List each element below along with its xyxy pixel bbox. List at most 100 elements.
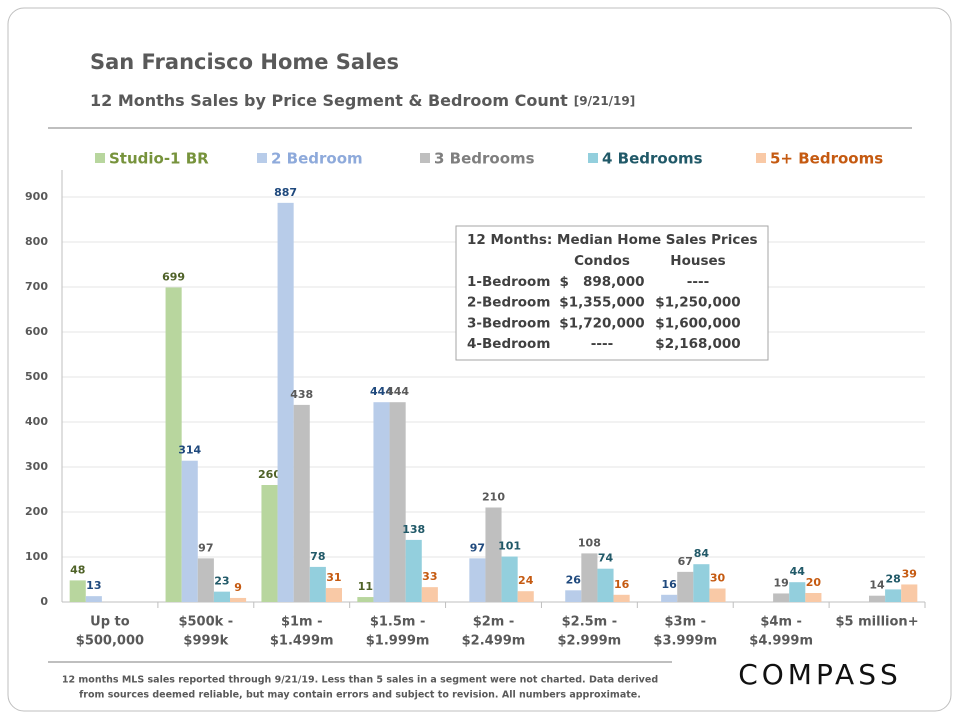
bar	[261, 485, 278, 602]
legend-swatch	[95, 153, 105, 163]
data-label: 438	[290, 388, 313, 401]
data-label: 101	[498, 540, 521, 553]
x-tick-label: $500k -	[178, 615, 233, 630]
bar	[293, 404, 310, 602]
data-label: 11	[358, 580, 373, 593]
data-label: 20	[806, 576, 822, 589]
bar	[405, 539, 422, 602]
legend-swatch	[756, 153, 766, 163]
legend-swatch	[420, 153, 430, 163]
table-row-label: 1-Bedroom	[467, 274, 550, 290]
bar	[165, 287, 182, 602]
x-tick-label: $500,000	[76, 634, 144, 649]
bar	[901, 584, 918, 602]
table-column-header: Condos	[574, 253, 630, 269]
bar	[421, 587, 438, 602]
bar	[181, 460, 198, 602]
bar	[517, 591, 534, 602]
bar	[613, 594, 630, 602]
plot: 0 100 200 300 400 500 600 700 800 900 Up to $500,00…	[25, 170, 926, 649]
x-tick-label: $999k	[183, 634, 228, 649]
x-tick-label: $1.5m -	[370, 615, 426, 630]
table-row-label: 2-Bedroom	[467, 295, 550, 311]
data-label: 67	[678, 555, 693, 568]
x-tick-label: $2.499m	[462, 634, 526, 649]
data-label: 33	[422, 570, 437, 583]
bar	[581, 553, 598, 602]
bar	[277, 202, 294, 602]
bar	[389, 402, 406, 602]
data-label: 24	[518, 574, 534, 587]
x-tick-label: $5 million+	[836, 615, 919, 630]
x-tick-label: $2.999m	[558, 634, 622, 649]
bar	[597, 568, 614, 602]
data-label: 314	[178, 444, 201, 457]
legend-label: 5+ Bedrooms	[770, 150, 883, 168]
bar	[325, 588, 342, 602]
legend-label: 2 Bedroom	[271, 150, 363, 168]
subtitle: 12 Months Sales by Price Segment & Bedro…	[90, 91, 635, 110]
x-tick-label: $1m -	[281, 615, 323, 630]
bar	[805, 593, 822, 602]
y-tick-label: 100	[25, 550, 48, 563]
data-label: 97	[470, 541, 485, 554]
data-label: 14	[869, 579, 885, 592]
bar	[789, 582, 806, 602]
data-label: 108	[578, 536, 601, 549]
data-label: 444	[386, 385, 409, 398]
table-row-label: 4-Bedroom	[467, 336, 550, 352]
y-tick-label: 0	[40, 595, 48, 608]
x-tick-label: $1.499m	[270, 634, 334, 649]
y-tick-label: 400	[25, 415, 48, 428]
logo: COMPASS	[738, 658, 902, 691]
bar	[309, 566, 326, 602]
data-label: 16	[662, 578, 678, 591]
legend-swatch	[588, 153, 598, 163]
data-label: 210	[482, 491, 505, 504]
data-label: 16	[614, 578, 630, 591]
footnote: from sources deemed reliable, but may co…	[79, 690, 641, 701]
data-label: 26	[566, 573, 582, 586]
x-tick-label: $1.999m	[366, 634, 430, 649]
x-tick-label: $4m -	[760, 615, 802, 630]
y-tick-label: 500	[25, 370, 48, 383]
data-label: 74	[598, 552, 614, 565]
median-table: 12 Months: Median Home Sales Prices Condo…	[455, 225, 769, 361]
data-label: 31	[326, 571, 341, 584]
bar	[69, 580, 86, 602]
data-label: 30	[710, 572, 726, 585]
bar	[885, 589, 902, 602]
bar	[693, 564, 710, 602]
data-label: 39	[902, 567, 917, 580]
data-label: 44	[790, 565, 806, 578]
data-label: 28	[886, 572, 901, 585]
legend-label: 4 Bedrooms	[602, 150, 703, 168]
y-tick-label: 200	[25, 505, 48, 518]
data-label: 887	[274, 186, 297, 199]
data-label: 260	[258, 468, 281, 481]
bar	[709, 588, 726, 602]
table-cell: $ 898,000	[560, 274, 645, 290]
data-label: 699	[162, 270, 185, 283]
bar	[565, 590, 582, 602]
x-tick-label: $3m -	[664, 615, 706, 630]
table-title: 12 Months: Median Home Sales Prices	[467, 232, 758, 248]
data-label: 23	[214, 575, 229, 588]
bar	[869, 595, 886, 602]
data-label: 97	[198, 541, 213, 554]
title: San Francisco Home Sales	[90, 50, 399, 74]
footnote: 12 months MLS sales reported through 9/2…	[62, 675, 658, 686]
bar	[85, 596, 102, 602]
data-label: 444	[370, 385, 393, 398]
table-cell: ----	[687, 274, 709, 290]
bar	[677, 571, 694, 602]
bar	[501, 556, 518, 602]
data-label: 78	[310, 550, 325, 563]
x-tick-label: Up to	[90, 615, 130, 630]
table-column-header: Houses	[670, 253, 725, 269]
data-label: 19	[774, 576, 789, 589]
x-tick-label: $2.5m -	[562, 615, 618, 630]
y-tick-label: 300	[25, 460, 48, 473]
table-cell: $2,168,000	[655, 336, 740, 352]
